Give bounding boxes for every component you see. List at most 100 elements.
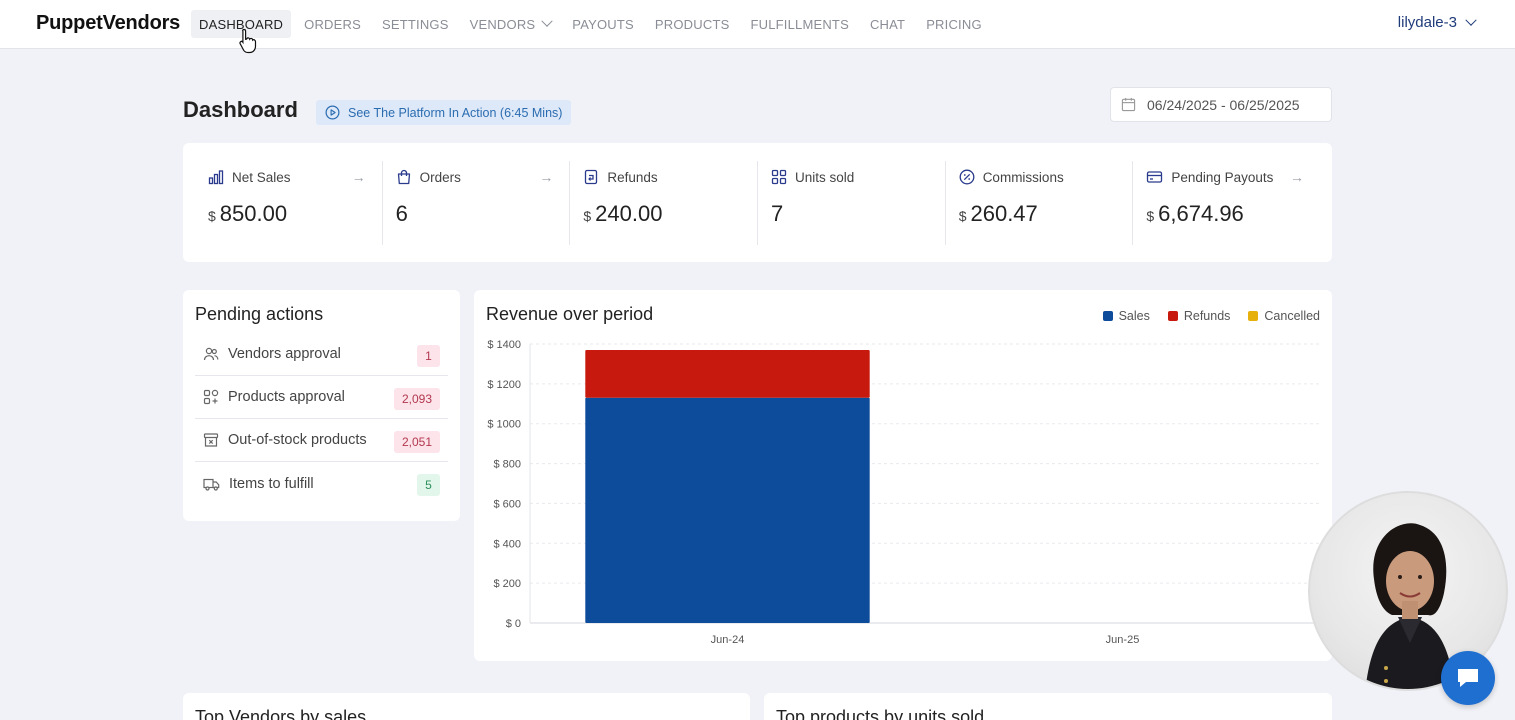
count-badge: 2,051: [393, 431, 440, 453]
revenue-chart-card: $ 0 $ 200 $ 400 $ 600 $ 800 $ 1000 $ 1200 $ 140…: [474, 290, 1332, 661]
card-title: Revenue over period: [486, 304, 654, 324]
top-navbar: PuppetVendors DASHBOARD ORDERS SETTINGS …: [0, 0, 1515, 49]
bar-sales-jun-24: [585, 397, 870, 623]
credit-card-icon: [1147, 171, 1163, 183]
nav-pricing[interactable]: PRICING: [918, 10, 990, 38]
hand-cursor-icon: [239, 28, 257, 54]
y-tick-label: $ 200: [493, 578, 521, 590]
pending-item-products-approval[interactable]: Products approval 2,093: [195, 376, 448, 419]
card-title: Top Vendors by sales: [195, 707, 367, 720]
legend-refunds[interactable]: Refunds: [1167, 309, 1231, 323]
nav-vendors-label: VENDORS: [469, 16, 536, 32]
nav-settings[interactable]: SETTINGS: [374, 10, 457, 38]
stat-value: 850.00: [219, 201, 288, 226]
count-badge: 5: [417, 474, 440, 496]
nav-payouts-label: PAYOUTS: [572, 16, 634, 32]
stat-refunds: Refunds $240.00: [570, 161, 759, 245]
stat-commissions: Commissions $260.47: [946, 161, 1134, 245]
y-tick-label: $ 1200: [487, 379, 521, 391]
promo-video-link[interactable]: See The Platform In Action (6:45 Mins): [316, 100, 572, 125]
pending-item-label: Vendors approval: [228, 346, 341, 362]
nav-pricing-label: PRICING: [926, 16, 982, 32]
archive-x-icon: [203, 433, 219, 447]
nav-orders[interactable]: ORDERS: [296, 10, 369, 38]
chat-launcher-button[interactable]: [1441, 651, 1495, 705]
card-title: Top products by units sold: [776, 707, 985, 720]
stats-card: Net Sales → $850.00 Orders → 6 Refunds $…: [183, 143, 1332, 262]
nav-products-label: PRODUCTS: [654, 16, 730, 32]
stat-value: 240.00: [595, 201, 663, 226]
y-tick-label: $ 800: [493, 459, 521, 471]
top-vendors-card: Top Vendors by sales: [183, 693, 750, 720]
pending-item-label: Out-of-stock products: [228, 432, 367, 448]
legend-swatch: [1248, 311, 1259, 321]
stat-value: 260.47: [970, 201, 1038, 226]
apps-plus-icon: [203, 389, 219, 405]
legend-label: Sales: [1118, 309, 1150, 323]
legend-cancelled[interactable]: Cancelled: [1248, 309, 1320, 323]
chevron-down-icon: [541, 15, 553, 27]
stat-value: 6,674.96: [1158, 201, 1244, 226]
legend-sales[interactable]: Sales: [1102, 309, 1150, 323]
y-tick-label: $ 0: [506, 618, 521, 630]
user-menu[interactable]: lilydale-3: [1398, 14, 1477, 31]
arrow-right-icon[interactable]: →: [539, 169, 554, 185]
nav-settings-label: SETTINGS: [381, 16, 449, 32]
revenue-chart: $ 0 $ 200 $ 400 $ 600 $ 800 $ 1000 $ 1200 $ 140…: [487, 339, 1320, 646]
stat-pending-payouts[interactable]: Pending Payouts → $6,674.96: [1133, 161, 1320, 245]
nav-chat[interactable]: CHAT: [862, 10, 913, 38]
currency-symbol: $: [1146, 208, 1155, 224]
presenter-video[interactable]: [1308, 491, 1508, 691]
top-products-card: Top products by units sold: [764, 693, 1332, 720]
nav-products[interactable]: PRODUCTS: [647, 10, 738, 38]
currency-symbol: $: [208, 208, 216, 224]
card-title: Pending actions: [195, 304, 324, 324]
legend-label: Refunds: [1183, 309, 1231, 323]
stat-net-sales[interactable]: Net Sales → $850.00: [195, 161, 383, 245]
play-circle-icon: [325, 105, 340, 120]
stat-value: 6: [395, 201, 408, 226]
chat-bubble-icon: [1458, 669, 1478, 687]
arrow-right-icon[interactable]: →: [351, 169, 366, 185]
chevron-down-icon: [1465, 14, 1477, 26]
pending-item-vendors-approval[interactable]: Vendors approval 1: [195, 333, 448, 376]
promo-label: See The Platform In Action (6:45 Mins): [348, 105, 563, 120]
pending-actions-card: Pending actions Vendors approval 1 Produ…: [183, 290, 460, 521]
pending-item-out-of-stock[interactable]: Out-of-stock products 2,051: [195, 419, 448, 462]
chart-legend: Sales Refunds Cancelled: [1085, 309, 1320, 323]
legend-swatch: [1102, 311, 1113, 321]
presenter-avatar-icon: [1365, 523, 1455, 689]
nav-chat-label: CHAT: [869, 16, 906, 32]
nav-payouts[interactable]: PAYOUTS: [564, 10, 642, 38]
arrow-right-icon[interactable]: →: [1290, 169, 1305, 185]
grid-icon: [771, 169, 787, 185]
count-badge: 2,093: [393, 388, 440, 410]
page-title: Dashboard: [183, 97, 298, 122]
pending-item-items-to-fulfill[interactable]: Items to fulfill 5: [195, 462, 448, 505]
percent-badge-icon: [959, 169, 975, 185]
y-tick-label: $ 600: [493, 498, 521, 510]
nav-fulfillments-label: FULFILLMENTS: [750, 16, 849, 32]
truck-icon: [203, 478, 220, 491]
currency-symbol: $: [583, 208, 592, 224]
date-range-picker[interactable]: 06/24/2025 - 06/25/2025: [1110, 87, 1332, 122]
nav-fulfillments[interactable]: FULFILLMENTS: [742, 10, 856, 38]
stat-label: Refunds: [607, 169, 658, 185]
y-tick-label: $ 400: [493, 538, 521, 550]
currency-symbol: $: [958, 208, 967, 224]
app-logo[interactable]: PuppetVendors: [36, 12, 181, 34]
stat-label: Commissions: [982, 169, 1064, 185]
stat-label: Net Sales: [232, 169, 291, 185]
stat-orders[interactable]: Orders → 6: [383, 161, 571, 245]
nav-dashboard-label: DASHBOARD: [199, 16, 284, 32]
refund-receipt-icon: [585, 169, 598, 185]
stat-units-sold: Units sold 7: [758, 161, 946, 245]
bar-chart-icon: [208, 170, 224, 185]
x-tick-label: Jun-24: [711, 634, 745, 646]
legend-label: Cancelled: [1264, 309, 1320, 323]
nav-vendors[interactable]: VENDORS: [462, 10, 560, 38]
nav-dashboard[interactable]: DASHBOARD: [191, 10, 292, 38]
stat-value: 7: [771, 201, 784, 226]
pending-item-label: Products approval: [228, 389, 345, 405]
main-nav: DASHBOARD ORDERS SETTINGS VENDORS PAYOUT…: [191, 10, 995, 38]
